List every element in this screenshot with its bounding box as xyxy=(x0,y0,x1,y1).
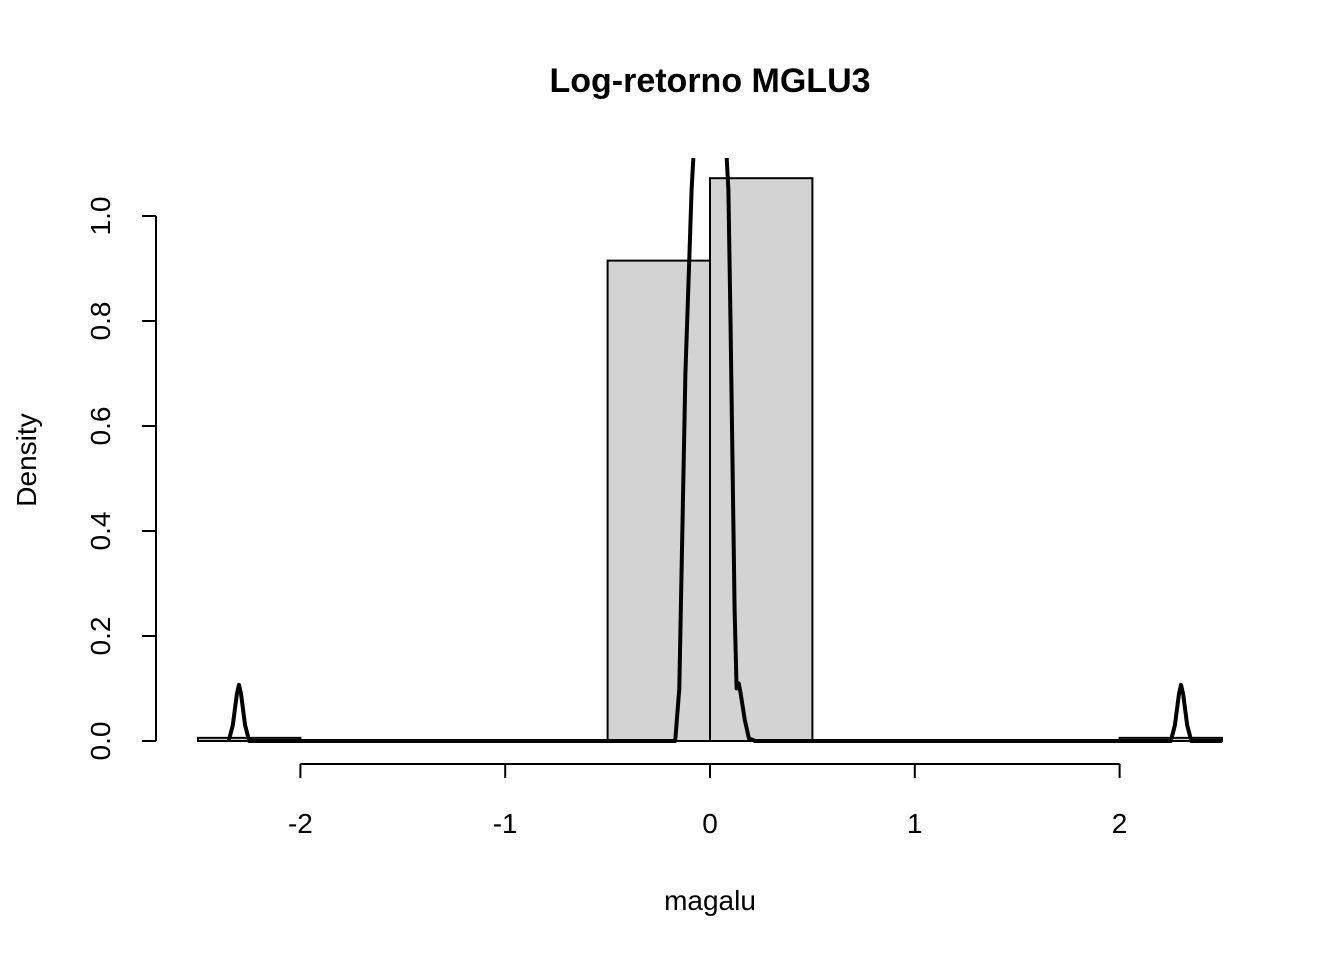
y-tick-label: 0.6 xyxy=(85,407,116,446)
x-tick-label: 0 xyxy=(702,808,718,839)
y-tick-label: 0.2 xyxy=(85,617,116,656)
density-curve xyxy=(226,158,1222,743)
x-tick-label: 1 xyxy=(907,808,923,839)
histogram-bar xyxy=(709,177,814,742)
chart-title: Log-retorno MGLU3 xyxy=(549,62,870,100)
y-tick-label: 0.8 xyxy=(85,302,116,341)
histogram-bar xyxy=(606,259,711,742)
y-tick-label: 0.0 xyxy=(85,722,116,761)
x-tick-label: 2 xyxy=(1112,808,1128,839)
x-axis-label: magalu xyxy=(664,885,756,916)
y-tick-label: 1.0 xyxy=(85,197,116,236)
y-axis-label: Density xyxy=(11,413,42,506)
histogram-bars xyxy=(197,177,1223,742)
x-tick-label: -2 xyxy=(288,808,313,839)
x-axis: -2 -1 0 1 2 xyxy=(288,763,1128,839)
y-tick-label: 0.4 xyxy=(85,512,116,551)
x-tick-label: -1 xyxy=(493,808,518,839)
y-axis: 0.0 0.2 0.4 0.6 0.8 1.0 xyxy=(85,197,157,761)
